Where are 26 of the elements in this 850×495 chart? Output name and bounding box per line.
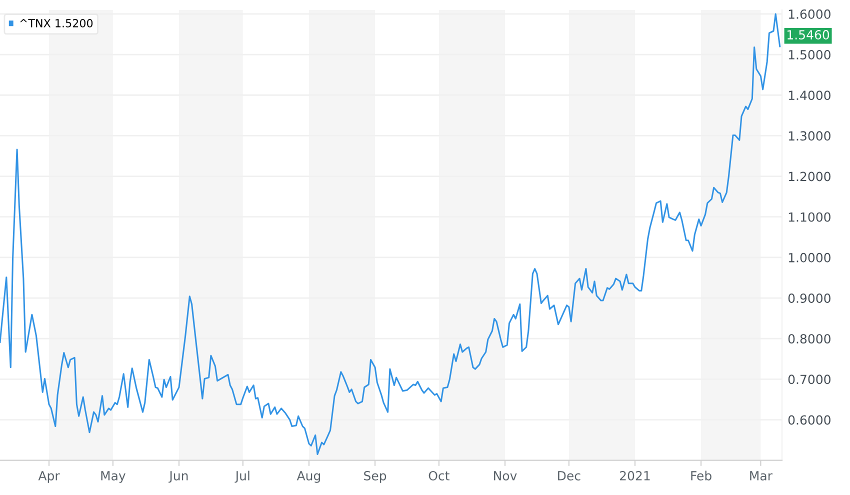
x-tick-label: Jun bbox=[168, 471, 188, 483]
x-tick-label: Dec bbox=[558, 471, 580, 480]
x-tick-label: Sep bbox=[364, 470, 386, 483]
y-tick-label: 0.8000 bbox=[788, 334, 830, 344]
y-tick-label: 1.0000 bbox=[788, 252, 830, 262]
y-tick-label: 1.5000 bbox=[788, 50, 830, 60]
y-tick-label: 1.2000 bbox=[788, 172, 830, 182]
y-tick-label: 1.3000 bbox=[788, 131, 830, 141]
x-tick-label: May bbox=[101, 471, 126, 483]
x-tick-label: Nov bbox=[494, 471, 517, 480]
legend-label: ^TNX 1.5200 bbox=[20, 18, 93, 28]
x-tick-label: Apr bbox=[38, 471, 60, 483]
x-tick-label: Feb bbox=[691, 470, 712, 480]
x-tick-label: Mar bbox=[750, 471, 772, 480]
annotation: 1.5460 bbox=[788, 30, 830, 40]
x-tick-label: Oct bbox=[428, 470, 450, 480]
y-tick-label: 1.1000 bbox=[788, 212, 830, 222]
y-tick-label: 0.6000 bbox=[788, 415, 830, 425]
x-tick-label: Aug bbox=[296, 471, 320, 483]
y-tick-label: 1.4000 bbox=[788, 90, 830, 100]
x-tick-label: 2021 bbox=[620, 470, 650, 480]
y-tick-label: 0.9000 bbox=[788, 293, 830, 303]
line-series bbox=[0, 13, 781, 456]
x-tick-label: Jul bbox=[234, 470, 250, 483]
y-tick-label: 0.7000 bbox=[788, 374, 830, 384]
y-tick-label: 1.6000 bbox=[788, 9, 830, 19]
